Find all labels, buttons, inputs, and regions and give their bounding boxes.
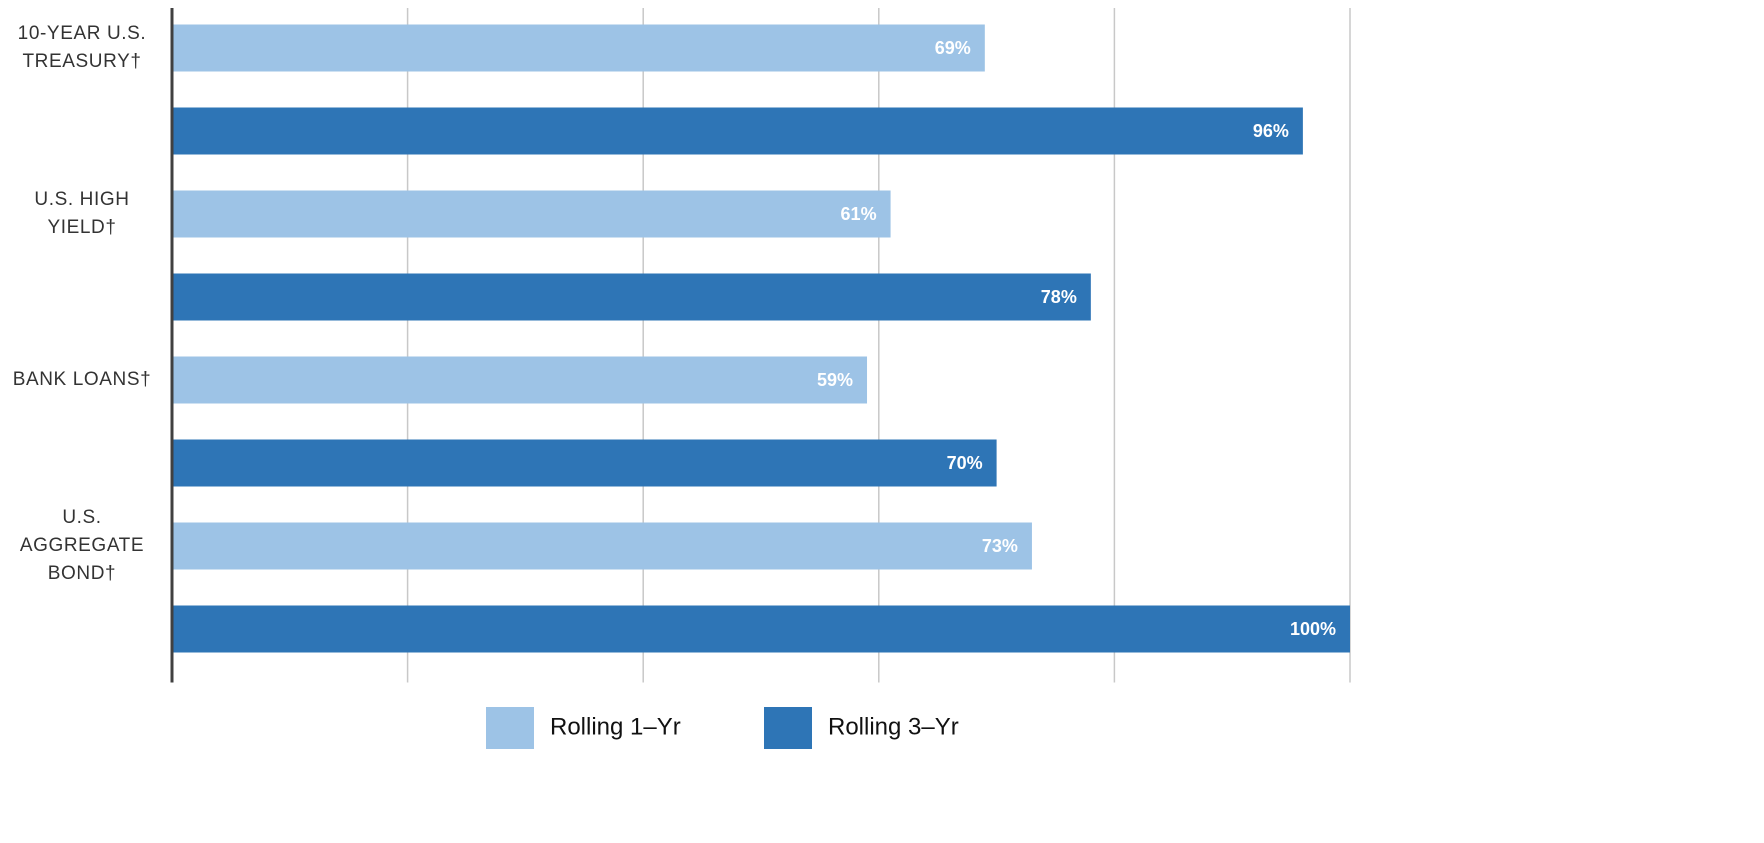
legend-label: Rolling 3–Yr: [828, 713, 959, 740]
value-label: 61%: [841, 204, 877, 224]
bar: [172, 522, 1032, 570]
legend-label: Rolling 1–Yr: [550, 713, 681, 740]
category-label: U.S. AGGREGATE BOND†: [19, 507, 145, 584]
bar: [172, 356, 868, 404]
legend-swatch: [764, 707, 812, 749]
bar: [172, 190, 891, 238]
category-label: BANK LOANS†: [12, 369, 152, 390]
legend-swatch: [486, 707, 534, 749]
bar: [172, 107, 1303, 155]
bar: [172, 24, 985, 72]
category-label: 10-YEAR U.S. TREASURY†: [17, 23, 147, 72]
bar: [172, 273, 1091, 321]
value-label: 78%: [1041, 287, 1077, 307]
value-label: 70%: [947, 453, 983, 473]
bar: [172, 605, 1350, 653]
value-label: 69%: [935, 38, 971, 58]
value-label: 100%: [1290, 619, 1336, 639]
bar: [172, 439, 997, 487]
value-label: 59%: [817, 370, 853, 390]
category-label: U.S. HIGH YIELD†: [34, 189, 130, 238]
value-label: 96%: [1253, 121, 1289, 141]
value-label: 73%: [982, 536, 1018, 556]
